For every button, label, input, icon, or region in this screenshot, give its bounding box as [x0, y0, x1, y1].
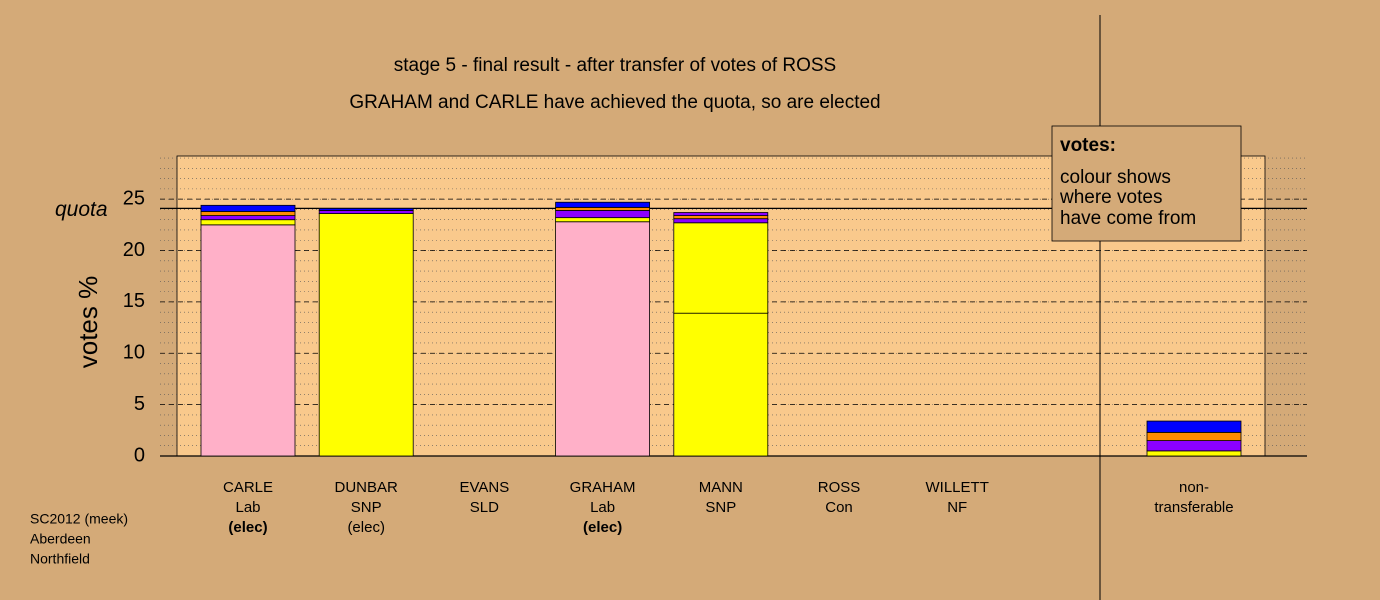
- bar-segment: [673, 312, 769, 457]
- category-name: ROSS: [818, 479, 861, 496]
- bar-segment: [673, 212, 769, 216]
- category-status: (elec): [583, 519, 622, 536]
- category-name: non-: [1179, 479, 1209, 496]
- category-party: SNP: [705, 499, 736, 516]
- bar-segment: [318, 210, 414, 214]
- category-party: SNP: [351, 499, 382, 516]
- y-tick-label: 5: [134, 393, 145, 415]
- bar-segment: [1146, 431, 1242, 441]
- bar-segment: [555, 221, 650, 457]
- y-tick-label: 25: [123, 187, 145, 209]
- y-tick-label: 10: [123, 342, 145, 364]
- bar-segment: [200, 211, 296, 216]
- footnote: SC2012 (meek): [30, 511, 128, 527]
- y-axis-label: votes %: [73, 276, 103, 369]
- category-name: DUNBAR: [335, 479, 399, 496]
- info-line: where votes: [1059, 187, 1162, 208]
- category-status: (elec): [347, 519, 385, 536]
- bars: [200, 201, 1242, 457]
- category-party: transferable: [1154, 499, 1233, 516]
- bar-segment: [555, 217, 650, 223]
- category-name: MANN: [699, 479, 743, 496]
- y-tick-label: 0: [134, 444, 145, 466]
- bar-segment: [1146, 420, 1242, 433]
- bar-segment: [200, 224, 296, 457]
- bar-segment: [200, 204, 296, 212]
- category-name: EVANS: [460, 479, 510, 496]
- chart-subtitle: GRAHAM and CARLE have achieved the quota…: [349, 92, 880, 113]
- footnote: Northfield: [30, 551, 90, 567]
- info-box: [1051, 125, 1242, 242]
- info-line: have come from: [1060, 208, 1196, 229]
- category-party: Lab: [590, 499, 615, 516]
- bar-segment: [200, 215, 296, 221]
- bar-segment: [1146, 440, 1242, 452]
- category-name: WILLETT: [926, 479, 989, 496]
- bar-segment: [673, 218, 769, 224]
- footnote: Aberdeen: [30, 531, 91, 547]
- info-title: votes:: [1060, 135, 1116, 156]
- category-party: Con: [825, 499, 853, 516]
- y-tick-label: 20: [123, 239, 145, 261]
- category-status: (elec): [228, 519, 267, 536]
- bar-segment: [318, 213, 414, 457]
- bar-segment: [200, 219, 296, 226]
- bar-segment: [673, 222, 769, 314]
- chart-title: stage 5 - final result - after transfer …: [394, 55, 836, 76]
- labels: 0 5 10 15 20 25 quota CARLE Lab (elec) DUNBAR SNP (e…: [55, 187, 1234, 536]
- bar-segment: [318, 207, 414, 211]
- quota-label: quota: [55, 198, 108, 221]
- category-party: NF: [947, 499, 967, 516]
- bar-segment: [555, 210, 650, 219]
- bar-segment: [673, 215, 769, 220]
- y-tick-label: 15: [123, 290, 145, 312]
- category-party: SLD: [470, 499, 499, 516]
- bar-segment: [555, 206, 650, 211]
- category-name: CARLE: [223, 479, 273, 496]
- info-line: colour shows: [1060, 167, 1171, 188]
- category-party: Lab: [235, 499, 260, 516]
- bar-segment: [1146, 450, 1242, 457]
- category-name: GRAHAM: [570, 479, 636, 496]
- bar-segment: [555, 201, 650, 208]
